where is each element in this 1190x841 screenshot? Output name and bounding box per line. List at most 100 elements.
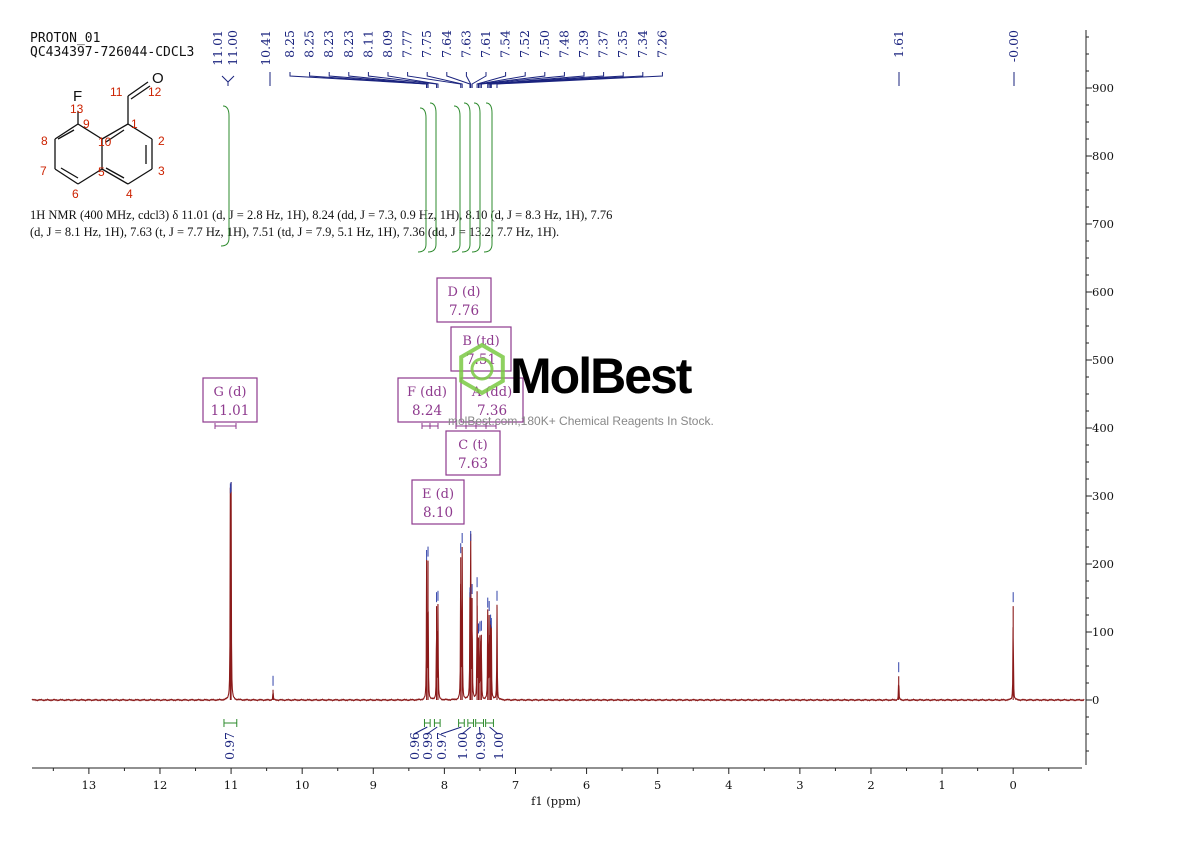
multiplet-value: 8.10	[423, 505, 453, 521]
y-tick-label: 600	[1092, 285, 1114, 299]
bond	[77, 123, 103, 140]
peak-label: 7.64	[439, 30, 454, 58]
peak-connector	[426, 72, 463, 88]
multiplet-value: 7.36	[477, 403, 507, 419]
x-tick-label: 8	[441, 778, 448, 792]
integration-connector	[440, 726, 462, 735]
bond	[127, 123, 153, 140]
x-tick-label: 9	[370, 778, 377, 792]
nmr-description: 1H NMR (400 MHz, cdcl3) δ 11.01 (d, J = …	[30, 208, 613, 239]
multiplet-name: D (d)	[447, 285, 480, 300]
atom-number: 2	[158, 134, 165, 148]
multiplet-range	[214, 423, 237, 429]
integral-curve	[461, 102, 471, 253]
atom-number: 12	[148, 85, 162, 99]
peak-connector	[387, 72, 439, 88]
peak-label: 8.09	[380, 30, 395, 58]
peak-label: 7.61	[478, 30, 493, 58]
integration-connector	[489, 726, 499, 735]
atom-number: 11	[110, 85, 123, 99]
watermark-tagline: molBest.com,180K+ Chemical Reagents In S…	[448, 414, 714, 428]
x-tick-label: 12	[153, 778, 168, 792]
x-tick-label: 10	[295, 778, 310, 792]
bond	[127, 81, 149, 97]
peak-label: 7.77	[400, 30, 415, 58]
peak-label: 7.37	[596, 30, 611, 58]
peak-label: 8.23	[341, 30, 356, 58]
atom-number: 7	[40, 164, 47, 178]
logo-ring-icon	[470, 357, 494, 381]
peak-connector	[471, 72, 487, 88]
integration-value: 0.96	[407, 732, 422, 760]
bond	[77, 168, 103, 185]
peak-label: 7.48	[556, 30, 571, 58]
y-tick-label: 900	[1092, 81, 1114, 95]
integration-value: 1.00	[491, 732, 506, 760]
multiplet-value: 11.01	[211, 403, 250, 419]
multiplet-box	[397, 377, 457, 423]
peak-label: 11.01	[210, 30, 225, 66]
integration-value: 0.97	[222, 732, 237, 760]
x-tick-label: 4	[725, 778, 732, 792]
peak-label: 8.25	[282, 30, 297, 58]
x-tick-label: 13	[82, 778, 97, 792]
atom-fluorine: F	[73, 88, 82, 105]
y-tick-label: 300	[1092, 489, 1114, 503]
peak-label: 8.11	[360, 30, 375, 58]
integral-curve	[417, 107, 427, 253]
peak-label: 8.25	[302, 30, 317, 58]
multiplet-value: 8.24	[412, 403, 442, 419]
integration-value: 1.00	[455, 732, 470, 760]
peak-connector	[446, 72, 471, 88]
spectrum-trace	[31, 482, 1085, 702]
x-axis-title: f1 (ppm)	[531, 794, 581, 808]
peak-connector	[476, 72, 507, 88]
bond	[101, 123, 129, 140]
bond	[130, 85, 151, 100]
watermark-brand: MolBest	[510, 348, 693, 404]
multiplet-box	[436, 277, 492, 323]
bond	[127, 168, 153, 185]
peak-label: 7.75	[419, 30, 434, 58]
x-tick-label: 3	[796, 778, 803, 792]
integration-connector	[413, 726, 428, 735]
peak-connector	[488, 72, 605, 88]
peak-label: 7.35	[615, 30, 630, 58]
bond	[54, 123, 79, 140]
atom-number: 13	[70, 102, 84, 116]
y-tick-label: 200	[1092, 557, 1114, 571]
multiplet-name: F (dd)	[407, 385, 447, 400]
peak-label: 7.54	[498, 30, 513, 58]
x-tick-label: 7	[512, 778, 519, 792]
multiplet-name: G (d)	[214, 385, 247, 400]
peak-connector	[490, 72, 644, 88]
peak-label: 8.23	[321, 30, 336, 58]
integration-value: 0.99	[473, 732, 488, 760]
peak-bracket	[221, 75, 235, 83]
y-tick-label: 400	[1092, 421, 1114, 435]
y-tick-label: 700	[1092, 217, 1114, 231]
y-tick-label: 100	[1092, 625, 1114, 639]
multiplet-range	[421, 423, 439, 429]
multiplet-box	[460, 377, 524, 423]
integral-curve	[427, 102, 437, 253]
atom-number: 4	[126, 187, 133, 201]
x-tick-label: 6	[583, 778, 590, 792]
molbest-watermark: MolBest	[459, 342, 695, 404]
integration-value: 0.97	[434, 732, 449, 760]
bond	[101, 168, 129, 185]
bond	[60, 167, 79, 179]
integral-curve	[220, 105, 230, 247]
peak-connector	[496, 72, 663, 88]
multiplet-box	[450, 326, 512, 372]
x-tick-label: 11	[224, 778, 239, 792]
peak-connector	[348, 72, 429, 88]
integral-curve	[471, 102, 481, 253]
logo-hexagon-icon	[459, 342, 505, 396]
multiplet-value: 7.63	[458, 456, 488, 472]
integral-curve	[451, 105, 461, 253]
peak-connector	[480, 72, 565, 88]
atom-number: 5	[98, 165, 105, 179]
peak-label: 7.63	[458, 30, 473, 58]
